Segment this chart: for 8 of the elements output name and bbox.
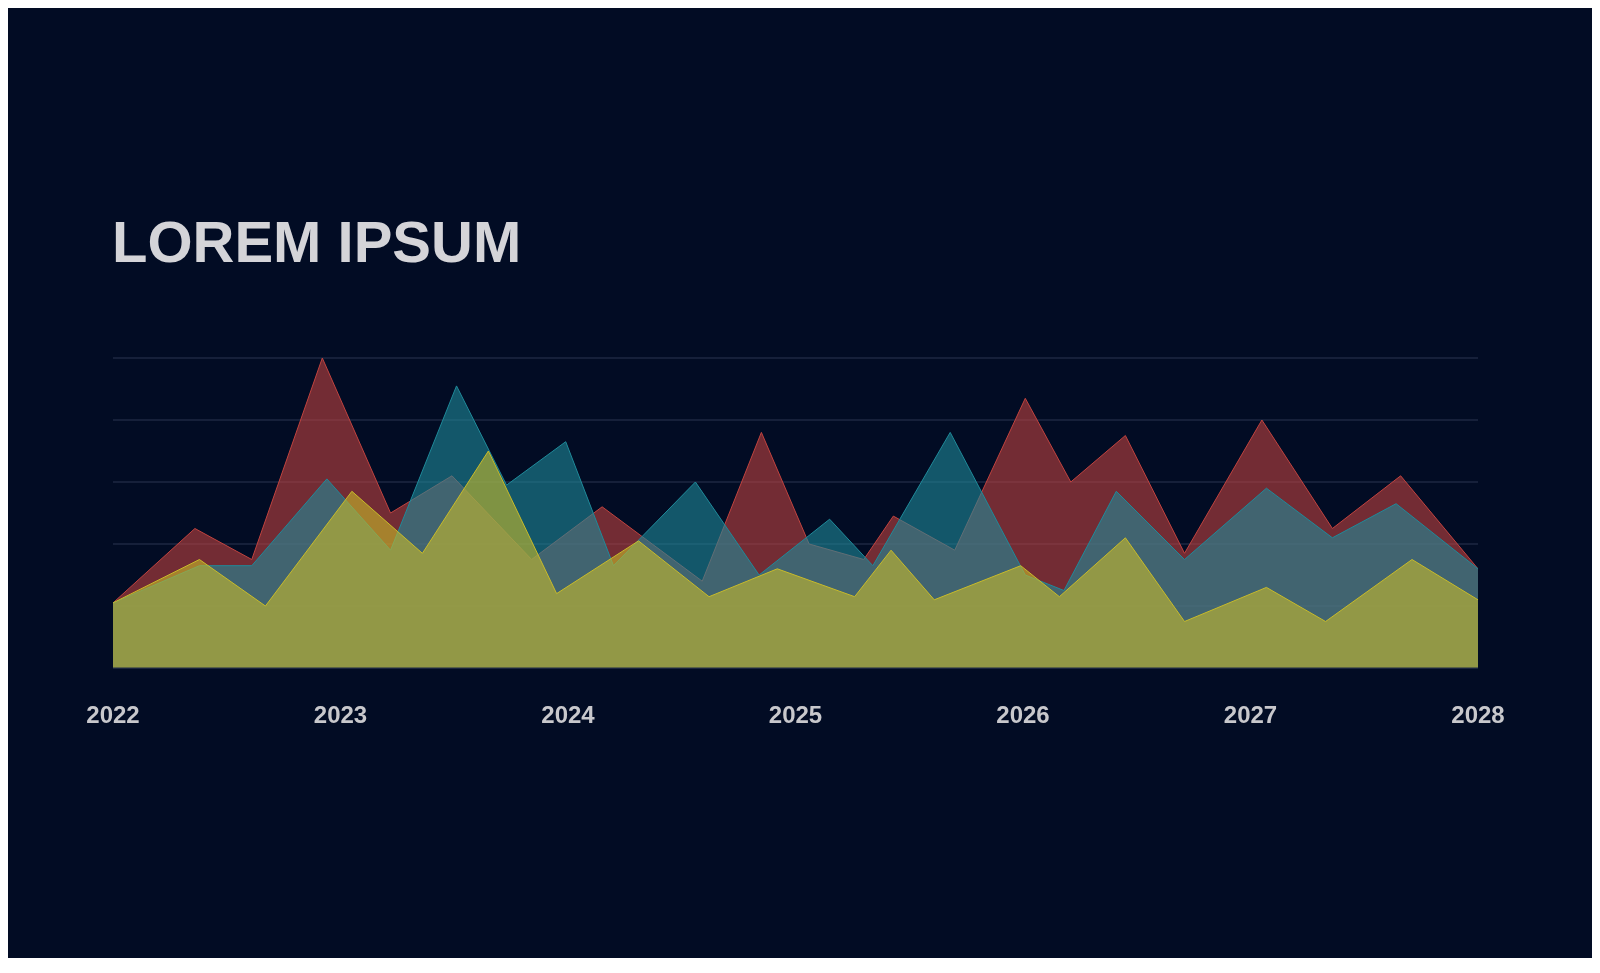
x-tick-label: 2024 (541, 701, 596, 729)
chart-title: LOREM IPSUM (112, 208, 522, 275)
x-tick-label: 2027 (1223, 701, 1278, 729)
x-tick-label: 2026 (996, 701, 1050, 729)
x-tick-label: 2022 (86, 701, 140, 729)
x-tick-label: 2028 (1451, 701, 1505, 729)
x-tick-label: 2023 (313, 701, 368, 729)
x-tick-label: 2025 (768, 701, 823, 729)
